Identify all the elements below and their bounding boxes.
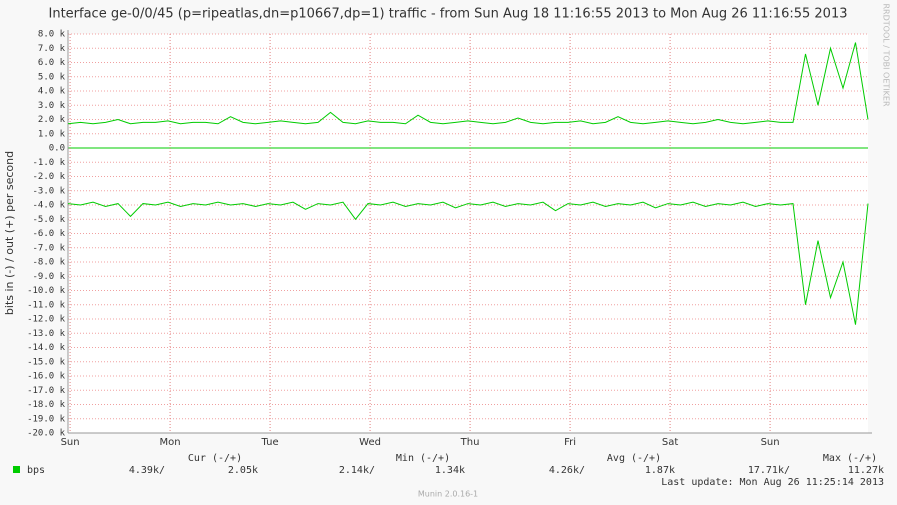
stats-header: Cur (-/+) (188, 453, 242, 464)
y-tick-label: 0.0 (49, 144, 65, 154)
stats-value: 4.39k/ (129, 465, 165, 476)
stats-header: Avg (-/+) (607, 453, 661, 464)
series-line (67, 42, 869, 125)
y-tick-label: 8.0 k (38, 30, 66, 40)
x-tick-label: Tue (261, 437, 279, 448)
y-tick-label: -20.0 k (27, 429, 66, 439)
y-tick-label: -15.0 k (27, 357, 66, 367)
y-tick-label: 5.0 k (38, 72, 66, 82)
stats-value: 1.34k (435, 465, 465, 476)
y-tick-label: -13.0 k (27, 329, 66, 339)
x-tick-label: Sat (662, 437, 678, 448)
series-line (67, 201, 869, 325)
y-tick-label: -14.0 k (27, 343, 66, 353)
y-axis-label: bits in (-) / out (+) per second (3, 151, 16, 315)
y-tick-label: -19.0 k (27, 414, 66, 424)
x-tick-label: Fri (564, 437, 576, 448)
y-tick-label: -8.0 k (32, 258, 65, 268)
legend-label: bps (27, 465, 45, 476)
y-tick-label: 6.0 k (38, 58, 66, 68)
x-tick-label: Sun (761, 437, 780, 448)
y-tick-label: -18.0 k (27, 400, 66, 410)
stats-value: 1.87k (645, 465, 675, 476)
stats-header: Max (-/+) (823, 453, 877, 464)
x-tick-label: Wed (359, 437, 381, 448)
y-tick-label: -11.0 k (27, 300, 66, 310)
y-tick-label: -17.0 k (27, 386, 66, 396)
chart-title: Interface ge-0/0/45 (p=ripeatlas,dn=p106… (49, 7, 848, 22)
stats-value: 2.05k (228, 465, 258, 476)
y-tick-label: -2.0 k (32, 172, 65, 182)
last-update: Last update: Mon Aug 26 11:25:14 2013 (661, 477, 884, 488)
y-tick-label: -10.0 k (27, 286, 66, 296)
y-tick-label: -5.0 k (32, 215, 65, 225)
stats-value: 2.14k/ (339, 465, 375, 476)
y-tick-label: 4.0 k (38, 87, 66, 97)
x-tick-label: Thu (460, 437, 480, 448)
y-tick-label: 3.0 k (38, 101, 66, 111)
y-tick-label: 7.0 k (38, 44, 66, 54)
y-tick-label: -9.0 k (32, 272, 65, 282)
stats-header: Min (-/+) (396, 453, 450, 464)
y-tick-label: -1.0 k (32, 158, 65, 168)
y-tick-label: -7.0 k (32, 243, 65, 253)
side-text: RRDTOOL / TOBI OETIKER (882, 3, 891, 106)
footer: Munin 2.0.16-1 (418, 490, 478, 499)
y-tick-label: 1.0 k (38, 129, 66, 139)
y-tick-label: -3.0 k (32, 186, 65, 196)
y-tick-label: 2.0 k (38, 115, 66, 125)
y-tick-label: -4.0 k (32, 201, 65, 211)
legend-swatch (13, 466, 20, 473)
y-tick-label: -6.0 k (32, 229, 65, 239)
y-tick-label: -16.0 k (27, 372, 66, 382)
stats-value: 17.71k/ (748, 465, 790, 476)
y-tick-label: -12.0 k (27, 315, 66, 325)
x-tick-label: Sun (61, 437, 80, 448)
stats-value: 11.27k (848, 465, 884, 476)
stats-value: 4.26k/ (549, 465, 585, 476)
x-tick-label: Mon (160, 437, 181, 448)
